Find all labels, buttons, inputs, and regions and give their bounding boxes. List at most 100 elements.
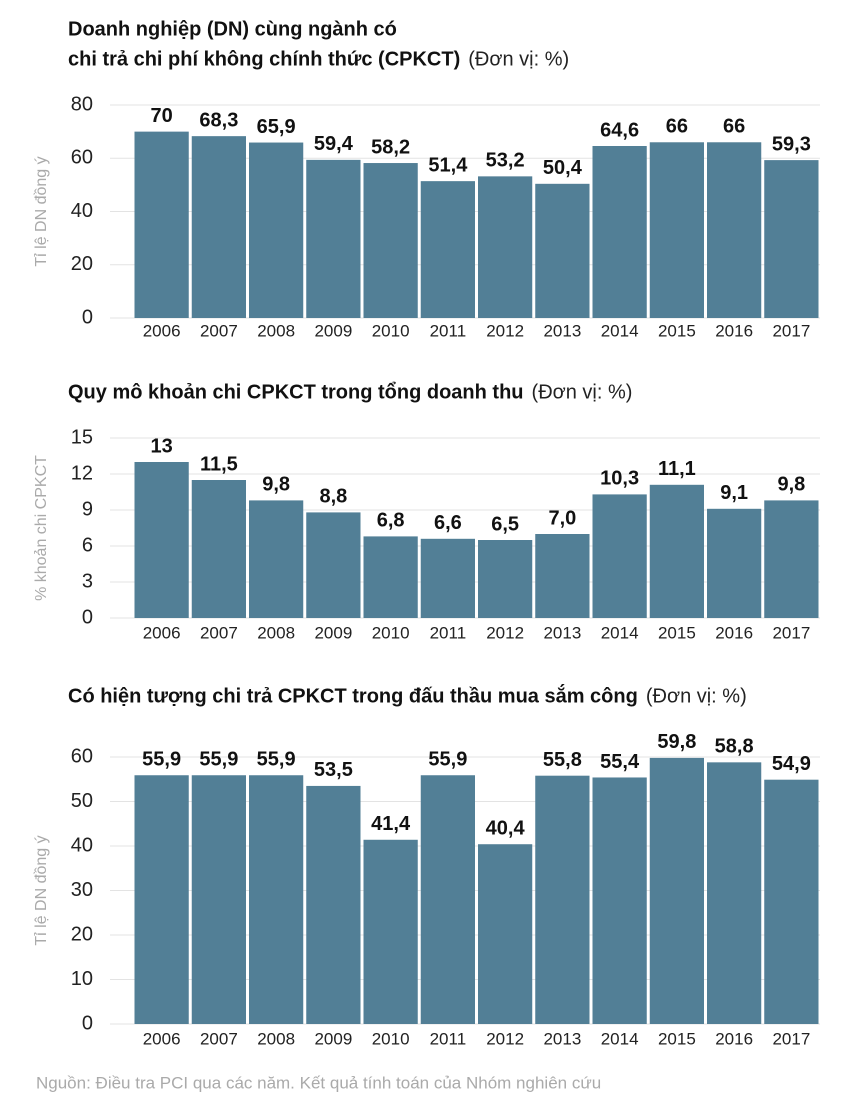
- x-tick-label: 2007: [200, 321, 238, 340]
- bar: [363, 536, 418, 618]
- value-label: 59,4: [314, 133, 354, 155]
- chart-title: Có hiện tượng chi trả CPKCT trong đấu th…: [68, 683, 638, 707]
- bar: [764, 500, 819, 618]
- value-label: 54,9: [772, 753, 811, 775]
- value-label: 9,8: [777, 474, 805, 496]
- chart-title: Quy mô khoản chi CPKCT trong tổng doanh …: [68, 381, 524, 403]
- y-tick-label: 0: [82, 1012, 93, 1034]
- y-tick-label: 20: [71, 923, 93, 945]
- bar: [134, 775, 189, 1024]
- bar: [592, 777, 647, 1024]
- value-label: 53,5: [314, 759, 353, 781]
- value-label: 64,6: [600, 119, 639, 141]
- x-tick-label: 2017: [772, 1029, 810, 1048]
- value-label: 58,8: [715, 736, 754, 758]
- chart-title: chi trả chi phí không chính thức (CPKCT): [68, 48, 460, 70]
- value-label: 11,5: [200, 453, 238, 475]
- value-label: 50,4: [543, 157, 583, 179]
- x-tick-label: 2008: [257, 321, 295, 340]
- y-tick-label: 0: [82, 606, 93, 628]
- value-label: 55,8: [543, 749, 582, 771]
- bar: [535, 183, 590, 318]
- value-label: 6,5: [491, 513, 519, 535]
- y-tick-label: 10: [71, 968, 93, 990]
- value-label: 55,9: [199, 749, 238, 771]
- bar: [134, 462, 189, 618]
- x-tick-label: 2016: [715, 321, 753, 340]
- value-label: 59,8: [657, 731, 696, 753]
- bar: [191, 480, 246, 618]
- value-label: 58,2: [371, 136, 410, 158]
- value-label: 40,4: [486, 818, 526, 840]
- value-label: 65,9: [257, 116, 296, 138]
- title-unit: (Đơn vị: %): [532, 381, 633, 403]
- bar: [249, 775, 304, 1024]
- title-unit: (Đơn vị: %): [468, 48, 569, 70]
- bar: [535, 775, 590, 1024]
- x-tick-label: 2011: [430, 623, 467, 642]
- x-tick-label: 2014: [601, 1029, 639, 1048]
- x-tick-label: 2007: [200, 1029, 238, 1048]
- value-label: 10,3: [600, 468, 639, 490]
- value-label: 11,1: [658, 458, 696, 480]
- x-tick-label: 2014: [601, 623, 639, 642]
- y-tick-label: 9: [82, 498, 93, 520]
- x-tick-label: 2010: [372, 321, 410, 340]
- x-tick-label: 2008: [257, 623, 295, 642]
- bar: [134, 131, 189, 318]
- title-unit: (Đơn vị: %): [646, 685, 747, 707]
- bar: [420, 181, 475, 318]
- y-tick-label: 20: [71, 253, 93, 275]
- bar: [649, 757, 704, 1024]
- y-tick-label: 40: [71, 200, 93, 222]
- y-tick-label: 60: [71, 745, 93, 767]
- x-tick-label: 2009: [314, 623, 352, 642]
- value-label: 66: [666, 116, 688, 138]
- bar: [249, 142, 304, 318]
- x-tick-label: 2016: [715, 1029, 753, 1048]
- bar: [420, 775, 475, 1024]
- value-label: 8,8: [319, 486, 347, 508]
- x-tick-label: 2007: [200, 623, 238, 642]
- x-tick-label: 2014: [601, 321, 639, 340]
- value-label: 55,9: [428, 749, 467, 771]
- x-tick-label: 2013: [543, 623, 581, 642]
- x-tick-label: 2006: [143, 1029, 181, 1048]
- bar: [649, 484, 704, 618]
- y-axis-label: Tỉ lệ DN đồng ý: [33, 835, 50, 945]
- bar: [764, 779, 819, 1024]
- x-tick-label: 2011: [430, 1029, 467, 1048]
- x-tick-label: 2006: [143, 321, 181, 340]
- value-label: 13: [151, 435, 173, 457]
- bar: [363, 163, 418, 318]
- y-tick-label: 6: [82, 534, 93, 556]
- bar: [306, 785, 361, 1024]
- x-tick-label: 2016: [715, 623, 753, 642]
- bar: [306, 512, 361, 618]
- x-tick-label: 2012: [486, 623, 524, 642]
- chart-title: Doanh nghiệp (DN) cùng ngành có: [68, 18, 397, 40]
- bar: [707, 508, 762, 618]
- y-tick-label: 0: [82, 306, 93, 328]
- y-tick-label: 80: [71, 93, 93, 115]
- x-tick-label: 2009: [314, 321, 352, 340]
- bar: [478, 844, 533, 1024]
- x-tick-label: 2015: [658, 1029, 696, 1048]
- x-tick-label: 2010: [372, 623, 410, 642]
- value-label: 68,3: [199, 109, 238, 131]
- y-axis-label: Tỉ lệ DN đồng ý: [33, 156, 50, 266]
- value-label: 9,1: [720, 482, 748, 504]
- bar: [535, 534, 590, 618]
- source: Nguồn: Điều tra PCI qua các năm. Kết quả…: [36, 1073, 601, 1092]
- value-label: 55,9: [257, 749, 296, 771]
- bar: [592, 146, 647, 318]
- bar: [478, 540, 533, 618]
- bar: [249, 500, 304, 618]
- value-label: 9,8: [262, 474, 290, 496]
- x-tick-label: 2009: [314, 1029, 352, 1048]
- value-label: 70: [151, 105, 173, 127]
- x-tick-label: 2012: [486, 321, 524, 340]
- x-tick-label: 2008: [257, 1029, 295, 1048]
- bar: [707, 142, 762, 318]
- bar: [592, 494, 647, 618]
